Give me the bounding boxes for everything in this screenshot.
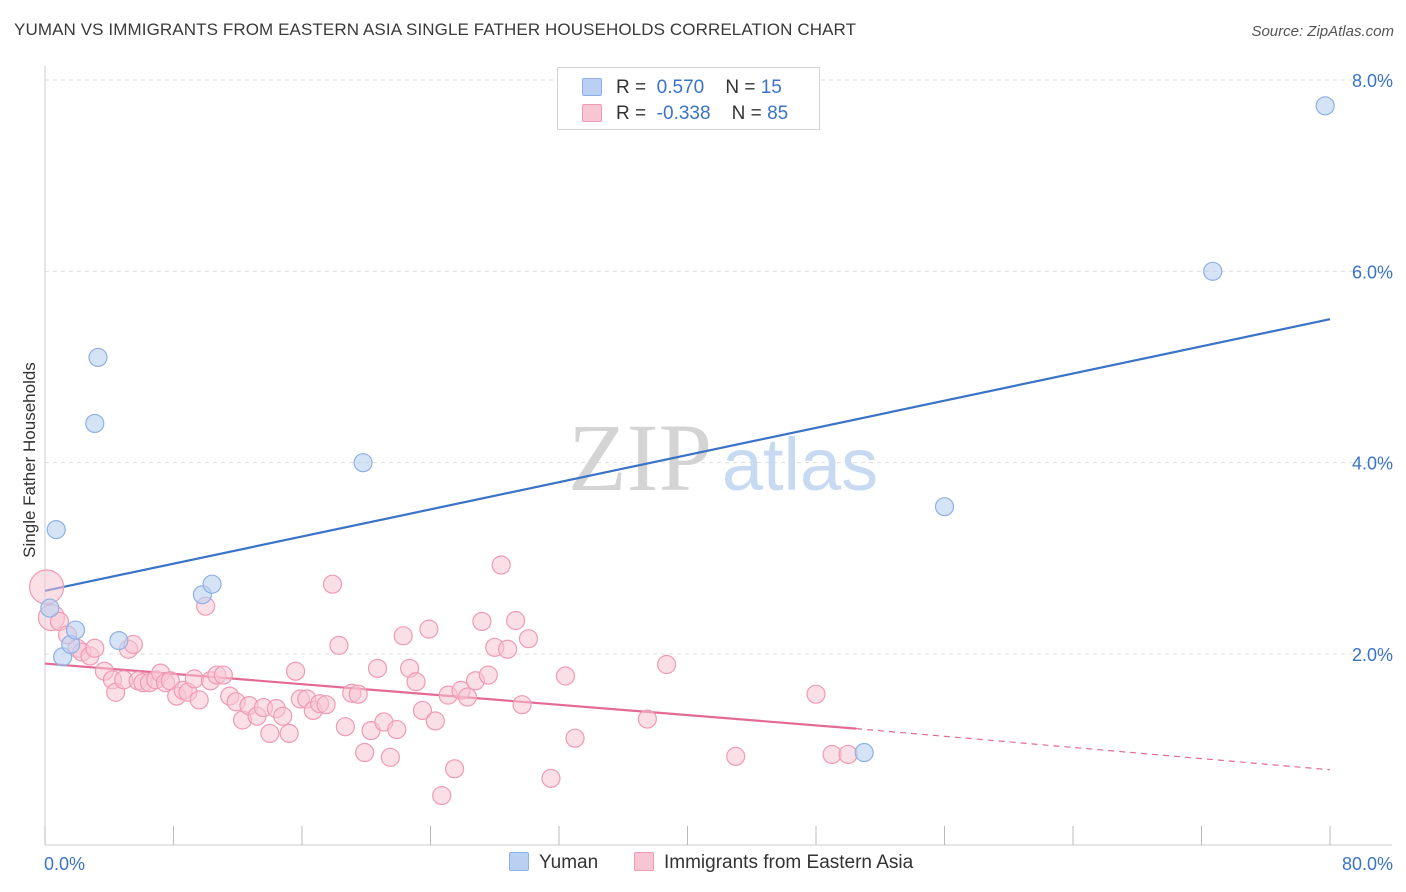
- point-eastern-asia: [387, 719, 407, 740]
- point-eastern-asia: [260, 723, 280, 744]
- point-eastern-asia: [555, 666, 576, 686]
- legend-r-value: -0.338: [656, 103, 711, 124]
- point-eastern-asia: [657, 654, 677, 675]
- point-eastern-asia: [322, 574, 343, 594]
- point-eastern-asia: [406, 672, 426, 692]
- tick-label-layer: 2.0% 4.0% 6.0% 8.0% 0.0% 80.0%: [44, 71, 1393, 874]
- point-eastern-asia: [335, 717, 355, 737]
- point-eastern-asia: [637, 709, 657, 729]
- point-eastern-asia: [491, 555, 511, 575]
- point-yuman: [65, 620, 86, 640]
- point-eastern-asia: [329, 635, 349, 655]
- point-eastern-asia: [412, 700, 433, 721]
- point-eastern-asia: [348, 684, 368, 704]
- axis-layer: [44, 66, 1392, 846]
- point-eastern-asia: [838, 744, 858, 765]
- point-eastern-asia: [367, 658, 388, 678]
- point-eastern-asia: [29, 569, 65, 605]
- bottom-legend-yuman[interactable]: Yuman: [509, 852, 598, 874]
- bottom-legend-label-eastern-asia: Immigrants from Eastern Asia: [664, 852, 914, 873]
- point-yuman: [85, 413, 105, 434]
- legend-r-value: 0.570: [656, 77, 705, 98]
- legend-n-label: N =: [725, 77, 756, 98]
- point-eastern-asia: [184, 669, 204, 689]
- point-yuman: [109, 631, 129, 651]
- point-eastern-asia: [726, 746, 746, 766]
- legend-n-label: N =: [731, 103, 762, 124]
- point-eastern-asia: [393, 626, 413, 646]
- watermark-zip: ZIP: [568, 404, 712, 511]
- point-eastern-asia: [518, 629, 539, 649]
- bottom-legend-eastern-asia[interactable]: Immigrants from Eastern Asia: [634, 852, 913, 874]
- watermark: ZIP atlas: [568, 404, 878, 511]
- legend-swatch-yuman: [582, 78, 602, 96]
- y-axis-label: Single Father Households: [20, 362, 39, 558]
- y-tick-label: 2.0%: [1352, 645, 1393, 665]
- point-eastern-asia: [822, 744, 842, 765]
- legend-swatch-eastern-asia: [582, 104, 602, 122]
- point-eastern-asia: [273, 706, 293, 726]
- point-eastern-asia: [457, 687, 478, 707]
- point-eastern-asia: [279, 723, 299, 744]
- point-eastern-asia: [213, 665, 233, 685]
- point-eastern-asia: [355, 742, 375, 763]
- y-tick-label: 4.0%: [1352, 454, 1393, 474]
- point-yuman: [40, 598, 60, 618]
- y-tick-label: 6.0%: [1352, 262, 1393, 282]
- point-eastern-asia: [419, 619, 439, 639]
- point-eastern-asia: [380, 747, 400, 767]
- x-tick-label: 80.0%: [1342, 854, 1393, 874]
- point-eastern-asia: [85, 638, 105, 658]
- legend-r-label: R =: [616, 77, 647, 98]
- point-yuman: [1203, 261, 1223, 281]
- point-eastern-asia: [285, 661, 306, 681]
- point-eastern-asia: [541, 768, 561, 788]
- legend-r-label: R =: [616, 103, 647, 124]
- point-eastern-asia: [806, 684, 826, 704]
- points-layer: [29, 96, 1335, 806]
- point-eastern-asia: [189, 690, 209, 710]
- point-eastern-asia: [512, 695, 532, 715]
- point-yuman: [202, 574, 222, 594]
- source-label: Source: ZipAtlas.com: [1251, 23, 1394, 40]
- point-eastern-asia: [425, 711, 445, 731]
- point-eastern-asia: [498, 639, 518, 659]
- trend-line-eastern-asia-extension: [856, 728, 1331, 771]
- point-yuman: [854, 742, 874, 763]
- point-eastern-asia: [316, 695, 336, 715]
- legend-n-value: 85: [767, 103, 789, 124]
- bottom-legend-label-yuman: Yuman: [539, 852, 599, 873]
- point-eastern-asia: [472, 611, 492, 632]
- watermark-atlas: atlas: [722, 423, 878, 506]
- point-eastern-asia: [432, 785, 452, 806]
- point-yuman: [88, 347, 108, 368]
- point-yuman: [353, 453, 373, 473]
- y-tick-label: 8.0%: [1352, 71, 1393, 91]
- correlation-legend: R = 0.570 N = 15 R = -0.338 N = 85: [557, 67, 820, 130]
- legend-n-value: 15: [760, 77, 782, 98]
- point-eastern-asia: [444, 759, 465, 779]
- point-yuman: [1315, 96, 1335, 116]
- x-tick-label: 0.0%: [44, 854, 85, 874]
- point-eastern-asia: [565, 728, 585, 748]
- point-yuman: [934, 497, 955, 517]
- bottom-legend-swatch-eastern-asia: [634, 852, 654, 871]
- trend-line-yuman: [44, 318, 1331, 592]
- point-yuman: [46, 520, 66, 540]
- point-eastern-asia: [506, 610, 526, 631]
- grid-layer: [45, 79, 1392, 655]
- bottom-legend-swatch-yuman: [509, 852, 529, 871]
- point-eastern-asia: [478, 665, 498, 685]
- chart-title: YUMAN VS IMMIGRANTS FROM EASTERN ASIA SI…: [14, 20, 857, 39]
